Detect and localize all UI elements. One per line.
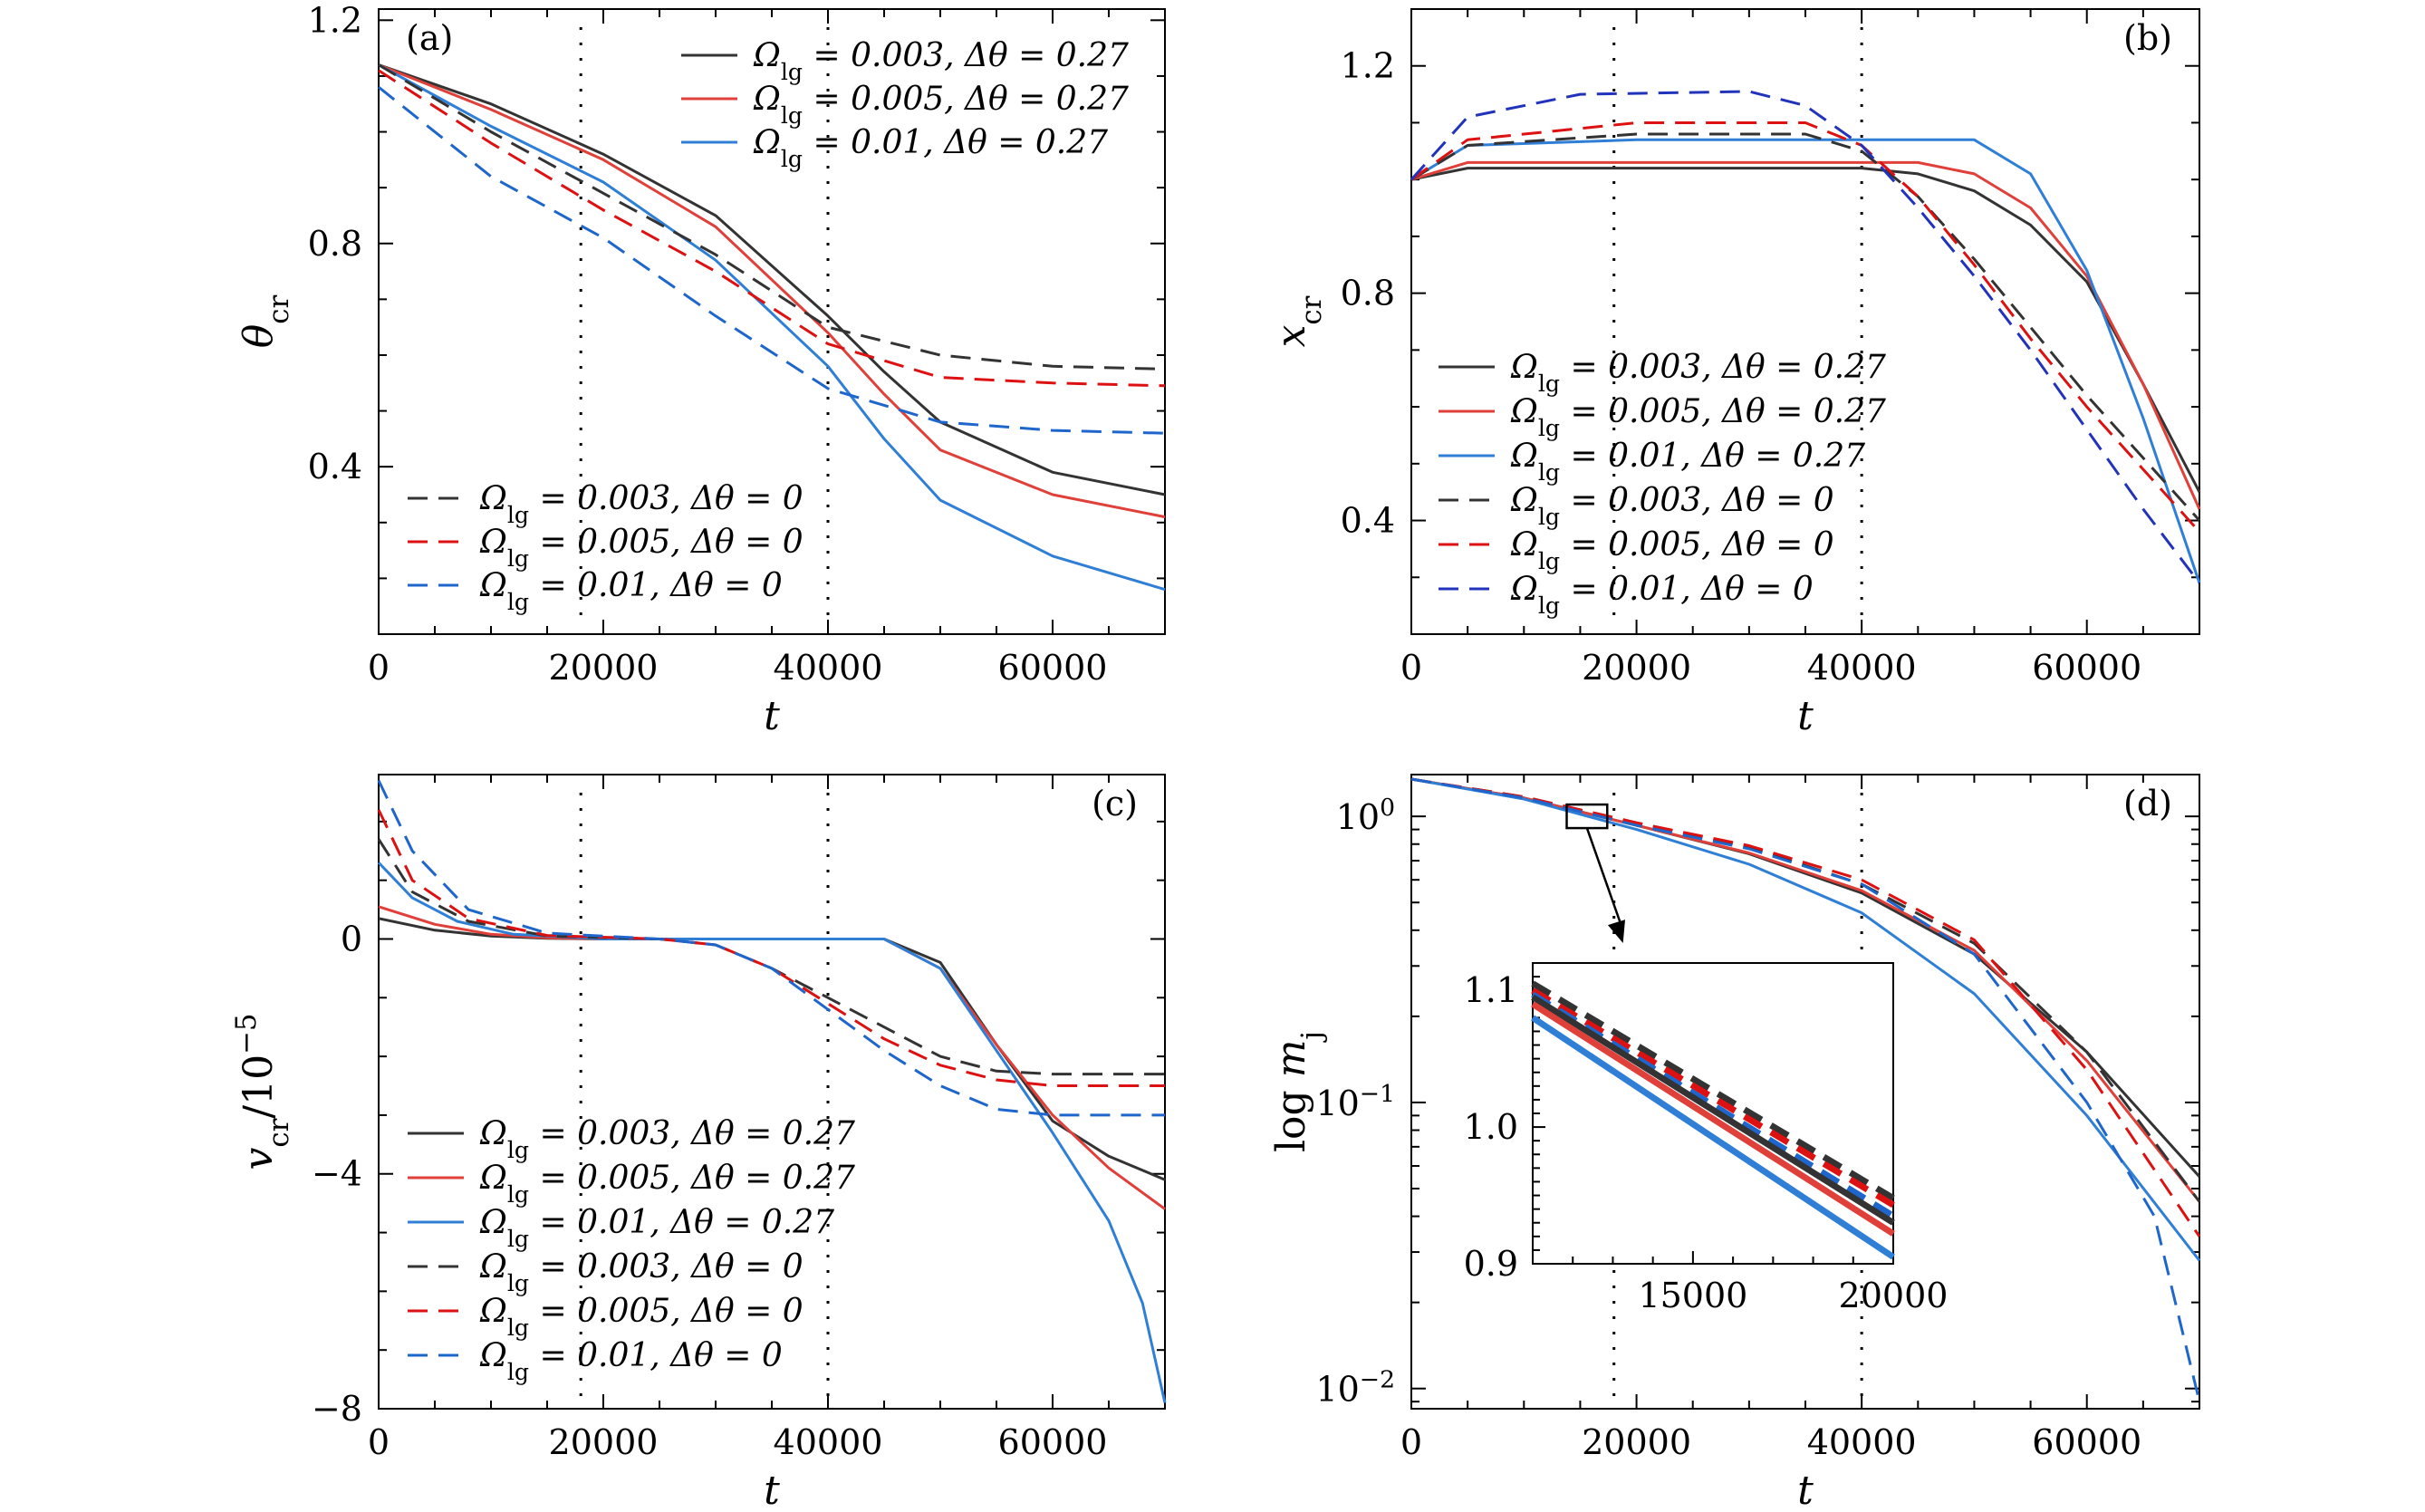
y-tick-label: 1.2: [308, 0, 362, 40]
series-line-solid: [377, 862, 1167, 1403]
y-tick-label: 1.2: [1341, 46, 1395, 86]
inset-y-tick-label: 1.0: [1464, 1107, 1518, 1147]
inset-x-tick-label: 15000: [1638, 1276, 1747, 1315]
series-line-dashed: [1410, 90, 2201, 584]
series-line-solid: [1410, 777, 2201, 1262]
panel-d: 0 20000 40000 60000 10−2 10−1 100 t log mj (d) 150…: [1268, 774, 2201, 1512]
panel-label: (a): [406, 18, 453, 58]
x-axis-label: t: [1797, 693, 1814, 739]
x-tick-label: 40000: [774, 648, 883, 688]
series-line-solid: [378, 63, 1166, 592]
x-tick-label: 60000: [998, 648, 1108, 688]
x-tick-label: 20000: [549, 648, 659, 688]
series-line-dashed: [377, 809, 1165, 1087]
inset-series-line-solid: [1531, 1001, 1895, 1237]
legend-label: Ωlg = 0.005, Δθ = 0: [479, 524, 804, 572]
series-line-solid: [378, 63, 1166, 496]
legend-label: Ωlg = 0.003, Δθ = 0.27: [1510, 349, 1886, 397]
panel-b: 0 20000 40000 60000 0.4 0.8 1.2 t xcr (b) Ωlg = 0.…: [1268, 8, 2201, 739]
x-tick-label: 40000: [1807, 648, 1917, 688]
series-line-solid: [1410, 160, 2201, 510]
y-tick-label: −8: [312, 1389, 362, 1429]
x-tick-label: 0: [368, 1422, 390, 1462]
series-line-dashed: [1410, 132, 2201, 522]
y-tick-label: 10−2: [1315, 1365, 1395, 1410]
y-tick-label: 0: [341, 919, 362, 958]
legend-label: Ωlg = 0.003, Δθ = 0.27: [753, 37, 1129, 85]
panel-label: (d): [2123, 784, 2172, 823]
y-tick-label: 0.4: [308, 447, 362, 486]
series-line-dashed: [377, 838, 1165, 1076]
x-tick-label: 60000: [2032, 648, 2141, 688]
x-tick-label: 0: [368, 648, 390, 688]
inset-series-line-dashed: [1531, 980, 1895, 1201]
x-axis-label: t: [764, 693, 780, 739]
y-tick-label: 0.4: [1341, 501, 1395, 541]
legend-label: Ωlg = 0.01, Δθ = 0.27: [1510, 438, 1865, 486]
legend-label: Ωlg = 0.005, Δθ = 0.27: [479, 1160, 855, 1208]
legend-label: Ωlg = 0.01, Δθ = 0.27: [479, 1204, 834, 1252]
inset-series-line-dashed: [1531, 987, 1895, 1209]
legend-label: Ωlg = 0.01, Δθ = 0: [479, 1337, 783, 1385]
x-axis-label: t: [1797, 1468, 1814, 1512]
legend-label: Ωlg = 0.005, Δθ = 0: [1510, 526, 1834, 574]
y-axis-label: vcr/10−5: [230, 1013, 295, 1170]
y-tick-label: −4: [312, 1154, 362, 1194]
y-axis-label: θcr: [236, 294, 295, 348]
legend-label: Ωlg = 0.01, Δθ = 0: [479, 567, 783, 615]
series-line-dashed: [1410, 777, 2201, 1402]
series-line-dashed: [1410, 121, 2201, 534]
legend-label: Ωlg = 0.01, Δθ = 0: [1510, 571, 1814, 619]
panel-label: (b): [2123, 18, 2172, 58]
x-tick-label: 60000: [998, 1422, 1108, 1462]
zoom-arrow: [1585, 827, 1624, 931]
panel-label: (c): [1092, 784, 1138, 823]
inset-series-line-solid: [1531, 994, 1895, 1226]
y-tick-label: 0.8: [308, 224, 362, 264]
y-tick-label: 10−1: [1315, 1079, 1395, 1123]
legend-label: Ωlg = 0.003, Δθ = 0: [479, 1248, 804, 1296]
y-axis-label: log mj: [1268, 1031, 1328, 1152]
y-axis-label: xcr: [1268, 295, 1328, 347]
x-axis-label: t: [764, 1468, 780, 1512]
inset-y-tick-label: 0.9: [1464, 1244, 1518, 1284]
inset-series-line-solid: [1531, 1015, 1895, 1260]
legend-label: Ωlg = 0.005, Δθ = 0.27: [1510, 393, 1886, 441]
series-line-solid: [1410, 138, 2201, 583]
legend-label: Ωlg = 0.005, Δθ = 0.27: [753, 81, 1129, 129]
series-line-solid: [378, 63, 1166, 519]
inset: 15000 20000 0.9 1.0 1.1: [1464, 962, 1949, 1315]
panel-a: 0 20000 40000 60000 0.4 0.8 1.2 t θcr (a) Ωlg = 0.…: [236, 0, 1166, 739]
zoom-arrow-head: [1607, 920, 1626, 943]
legend-label: Ωlg = 0.003, Δθ = 0: [479, 480, 804, 528]
legend-label: Ωlg = 0.01, Δθ = 0.27: [753, 124, 1108, 172]
x-tick-label: 40000: [1807, 1422, 1917, 1462]
legend-label: Ωlg = 0.003, Δθ = 0.27: [479, 1115, 855, 1163]
series-line-dashed: [378, 86, 1166, 435]
x-tick-label: 0: [1400, 1422, 1422, 1462]
x-tick-label: 0: [1400, 648, 1422, 688]
x-tick-label: 20000: [1582, 1422, 1691, 1462]
x-tick-label: 20000: [1582, 648, 1691, 688]
series-line-dashed: [378, 69, 1166, 388]
legend-label: Ωlg = 0.005, Δθ = 0: [479, 1293, 804, 1341]
x-tick-label: 20000: [549, 1422, 659, 1462]
inset-y-tick-label: 1.1: [1464, 970, 1518, 1010]
legend-label: Ωlg = 0.003, Δθ = 0: [1510, 482, 1834, 530]
x-tick-label: 40000: [774, 1422, 883, 1462]
x-tick-label: 60000: [2032, 1422, 2141, 1462]
panel-c: 0 20000 40000 60000 −8 −4 0 t vcr/10−5 (c) Ωlg = 0…: [230, 774, 1167, 1512]
y-tick-label: 100: [1336, 794, 1395, 838]
inset-x-tick-label: 20000: [1839, 1276, 1949, 1315]
series-line-dashed: [377, 779, 1165, 1117]
y-tick-label: 0.8: [1341, 274, 1395, 313]
